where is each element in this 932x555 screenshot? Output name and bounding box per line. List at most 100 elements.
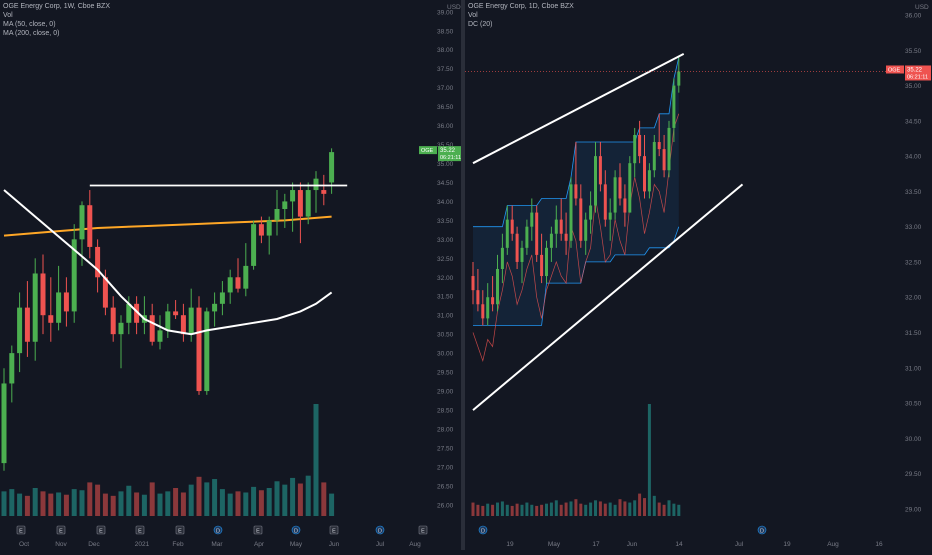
price-axis-tick: 34.00 — [437, 199, 454, 206]
candle-body — [549, 233, 553, 248]
price-axis-tick: 34.50 — [905, 118, 922, 125]
candle-body — [63, 292, 69, 312]
pane-divider[interactable] — [461, 0, 465, 550]
volume-bar — [545, 503, 548, 516]
event-marker-label: E — [178, 529, 182, 535]
volume-bar — [652, 495, 656, 516]
candle-body — [545, 247, 548, 277]
candle-body — [118, 322, 124, 335]
volume-bar — [667, 500, 671, 516]
volume-bar — [638, 493, 642, 516]
price-axis-tick: 31.50 — [905, 330, 922, 337]
price-axis-tick: 34.50 — [437, 180, 454, 187]
event-marker — [375, 525, 385, 535]
price-axis-tick: 32.00 — [905, 295, 922, 302]
right-chart-svg[interactable]: 36.00 35.50 35.00 34.50 34.00 33.50 33.00 32.50… — [465, 0, 932, 550]
volume-bar — [540, 504, 544, 516]
candle-body — [657, 142, 661, 150]
left-indicator-ma50[interactable]: MA (50, close, 0) — [3, 21, 56, 28]
event-marker-label: E — [19, 529, 23, 535]
channel-upper-trendline — [472, 52, 685, 165]
volume-bar — [24, 495, 30, 516]
candle-body — [510, 219, 514, 234]
price-axis-tick: 35.00 — [437, 161, 454, 168]
candle-body — [569, 184, 573, 241]
volume-bar — [71, 489, 77, 516]
candle-body — [9, 353, 15, 384]
left-chart-svg[interactable]: 39.00 38.50 38.00 37.50 37.00 36.50 36.00 35.50… — [0, 0, 464, 550]
right-chart-title[interactable]: OGE Energy Corp, 1D, Cboe BZX — [468, 3, 574, 10]
candle-body — [173, 311, 179, 316]
event-marker — [757, 525, 767, 535]
left-chart-pane[interactable]: 39.00 38.50 38.00 37.50 37.00 36.50 36.00 35.50… — [0, 0, 464, 550]
candle-body — [500, 247, 504, 269]
last-price-symbol-bg — [886, 65, 904, 74]
candle-body — [95, 246, 101, 278]
volume-bar — [510, 505, 514, 516]
donchian-basis — [472, 113, 680, 362]
candle-body — [1, 383, 7, 464]
candle-body — [329, 152, 335, 183]
candle-body — [251, 224, 257, 266]
volume-bar — [554, 500, 558, 516]
candle-body — [40, 273, 46, 316]
time-axis-label: Dec — [88, 541, 100, 548]
time-axis-label: Aug — [409, 541, 421, 548]
volume-bar — [266, 488, 272, 516]
volume-bar — [297, 483, 303, 516]
volume-bar — [290, 477, 296, 516]
candle-body — [471, 276, 475, 291]
candle-body — [79, 205, 85, 240]
volume-bar — [657, 502, 661, 516]
candle-body — [71, 239, 77, 312]
volume-bar — [613, 504, 617, 516]
volume-bar — [633, 500, 637, 516]
volume-bar — [63, 494, 69, 516]
right-indicator-dc[interactable]: DC (20) — [468, 21, 493, 28]
left-indicator-ma200[interactable]: MA (200, close, 0) — [3, 30, 60, 37]
event-marker-label: E — [256, 529, 260, 535]
time-axis-label: Nov — [55, 541, 67, 548]
event-marker-label: D — [216, 529, 220, 535]
event-marker — [175, 525, 185, 535]
event-marker — [135, 525, 145, 535]
left-indicator-vol[interactable]: Vol — [3, 12, 13, 19]
price-axis-tick: 26.00 — [437, 502, 454, 509]
price-axis-tick: 31.00 — [437, 313, 454, 320]
price-axis-tick: 33.00 — [437, 237, 454, 244]
right-legend: OGE Energy Corp, 1D, Cboe BZX Vol DC (20… — [468, 2, 574, 29]
event-marker — [96, 525, 106, 535]
last-price-value: 35.22 — [907, 67, 923, 73]
candle-body — [235, 277, 241, 289]
time-axis-label: Jun — [627, 541, 638, 548]
volume-bar — [643, 498, 646, 516]
volume-bar — [584, 504, 588, 516]
candle-body — [188, 307, 194, 335]
candle-body — [628, 163, 632, 213]
volume-bar — [530, 504, 534, 516]
event-marker — [213, 525, 223, 535]
event-marker — [253, 525, 263, 535]
candle-body — [589, 205, 593, 220]
price-axis-tick: 29.00 — [437, 389, 454, 396]
volume-bar — [95, 484, 101, 516]
event-marker-label: D — [378, 529, 382, 535]
volume-bar — [173, 488, 179, 516]
volume-bar — [574, 499, 578, 516]
event-marker — [16, 525, 26, 535]
volume-bar — [321, 482, 327, 516]
left-chart-title[interactable]: OGE Energy Corp, 1W, Cboe BZX — [3, 3, 110, 10]
candle-body — [32, 273, 38, 342]
price-axis-tick: 29.50 — [437, 370, 454, 377]
time-axis-label: Apr — [254, 541, 265, 548]
time-axis-label: 19 — [783, 541, 791, 548]
candle-body — [535, 212, 539, 255]
candle-body — [48, 315, 54, 323]
right-chart-pane[interactable]: 36.00 35.50 35.00 34.50 34.00 33.50 33.00 32.50… — [465, 0, 932, 550]
event-marker-label: E — [99, 529, 103, 535]
candle-body — [530, 212, 534, 227]
volume-bar — [188, 484, 194, 516]
volume-bar — [598, 501, 602, 516]
time-axis-label: Feb — [172, 541, 184, 548]
right-indicator-vol[interactable]: Vol — [468, 12, 478, 19]
